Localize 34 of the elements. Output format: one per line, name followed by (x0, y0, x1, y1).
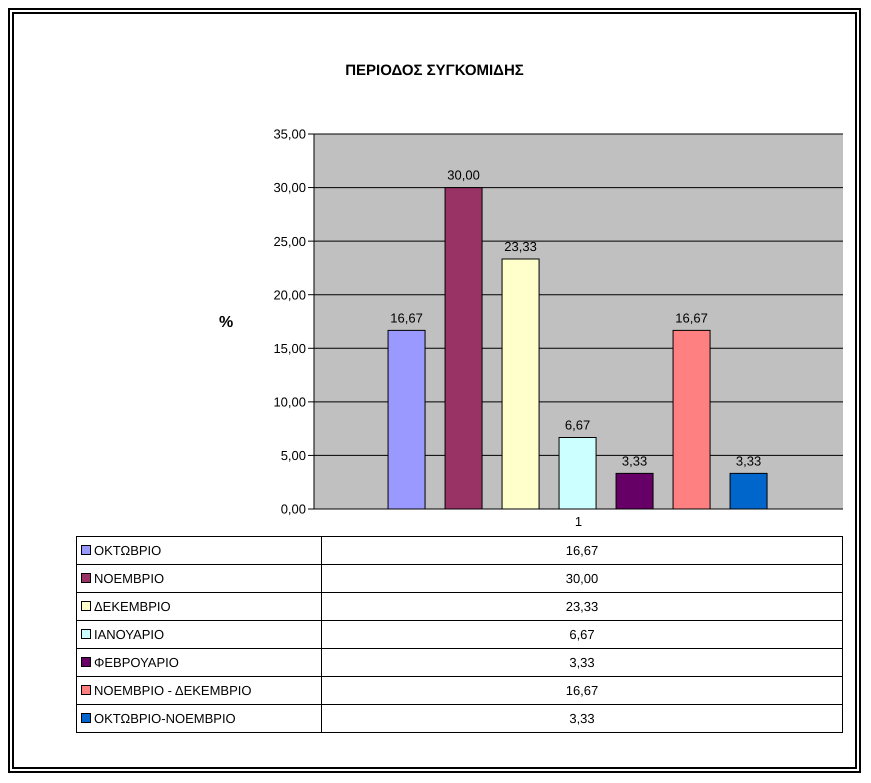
x-tick-label: 1 (574, 514, 582, 530)
legend-label: ΔΕΚΕΜΒΡΙΟ (76, 592, 322, 620)
y-tick-label: 20,00 (273, 287, 306, 302)
data-label: 6,67 (564, 418, 590, 433)
bar (730, 472, 768, 509)
data-label: 23,33 (504, 239, 537, 254)
text: 23,33 (566, 599, 598, 614)
legend-label: ΟΚΤΩΒΡΙΟ-ΝΟΕΜΒΡΙΟ (76, 704, 322, 732)
text: 16,67 (566, 683, 598, 698)
text: 30,00 (566, 571, 598, 586)
y-tick-label: 0,00 (280, 502, 306, 517)
chart-title: ΠΕΡΙΟΔΟΣ ΣΥΓΚΟΜΙΔΗΣ (344, 62, 525, 79)
y-tick-label: 35,00 (273, 126, 306, 142)
y-tick-label: 30,00 (273, 180, 306, 196)
data-label: 30,00 (447, 168, 480, 183)
text: 3,33 (569, 711, 595, 726)
data-label: 16,67 (390, 310, 423, 326)
legend-label: ΦΕΒΡΟΥΑΡΙΟ (76, 648, 322, 676)
legend-label: ΙΑΝΟΥΑΡΙΟ (76, 620, 322, 648)
y-tick-label: 15,00 (273, 340, 306, 356)
legend-label: ΝΟΕΜΒΡΙΟ (76, 564, 322, 592)
data-label: 3,33 (736, 453, 762, 468)
text: 6,67 (569, 627, 595, 642)
y-tick-label: 25,00 (273, 234, 306, 249)
data-label: 3,33 (622, 453, 648, 468)
text: 16,67 (566, 543, 598, 558)
data-label: 16,67 (675, 310, 708, 326)
legend-label: ΟΚΤΩΒΡΙΟ (76, 536, 322, 564)
y-tick-label: 10,00 (273, 394, 306, 410)
y-axis-title: % (219, 314, 234, 332)
legend-label: ΝΟΕΜΒΡΙΟ - ΔΕΚΕΜΒΡΙΟ (76, 676, 322, 704)
text: 3,33 (569, 655, 595, 670)
bar (616, 472, 654, 509)
y-tick-label: 5,00 (280, 448, 306, 464)
